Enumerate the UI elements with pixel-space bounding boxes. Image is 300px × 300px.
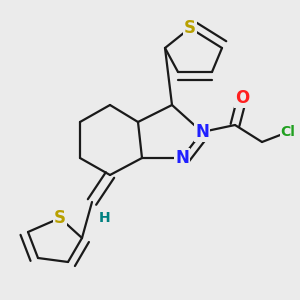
Text: S: S (54, 209, 66, 227)
Text: N: N (195, 123, 209, 141)
Text: S: S (184, 19, 196, 37)
Text: Cl: Cl (280, 125, 296, 139)
Text: H: H (99, 211, 111, 225)
Text: O: O (235, 89, 249, 107)
Text: N: N (175, 149, 189, 167)
